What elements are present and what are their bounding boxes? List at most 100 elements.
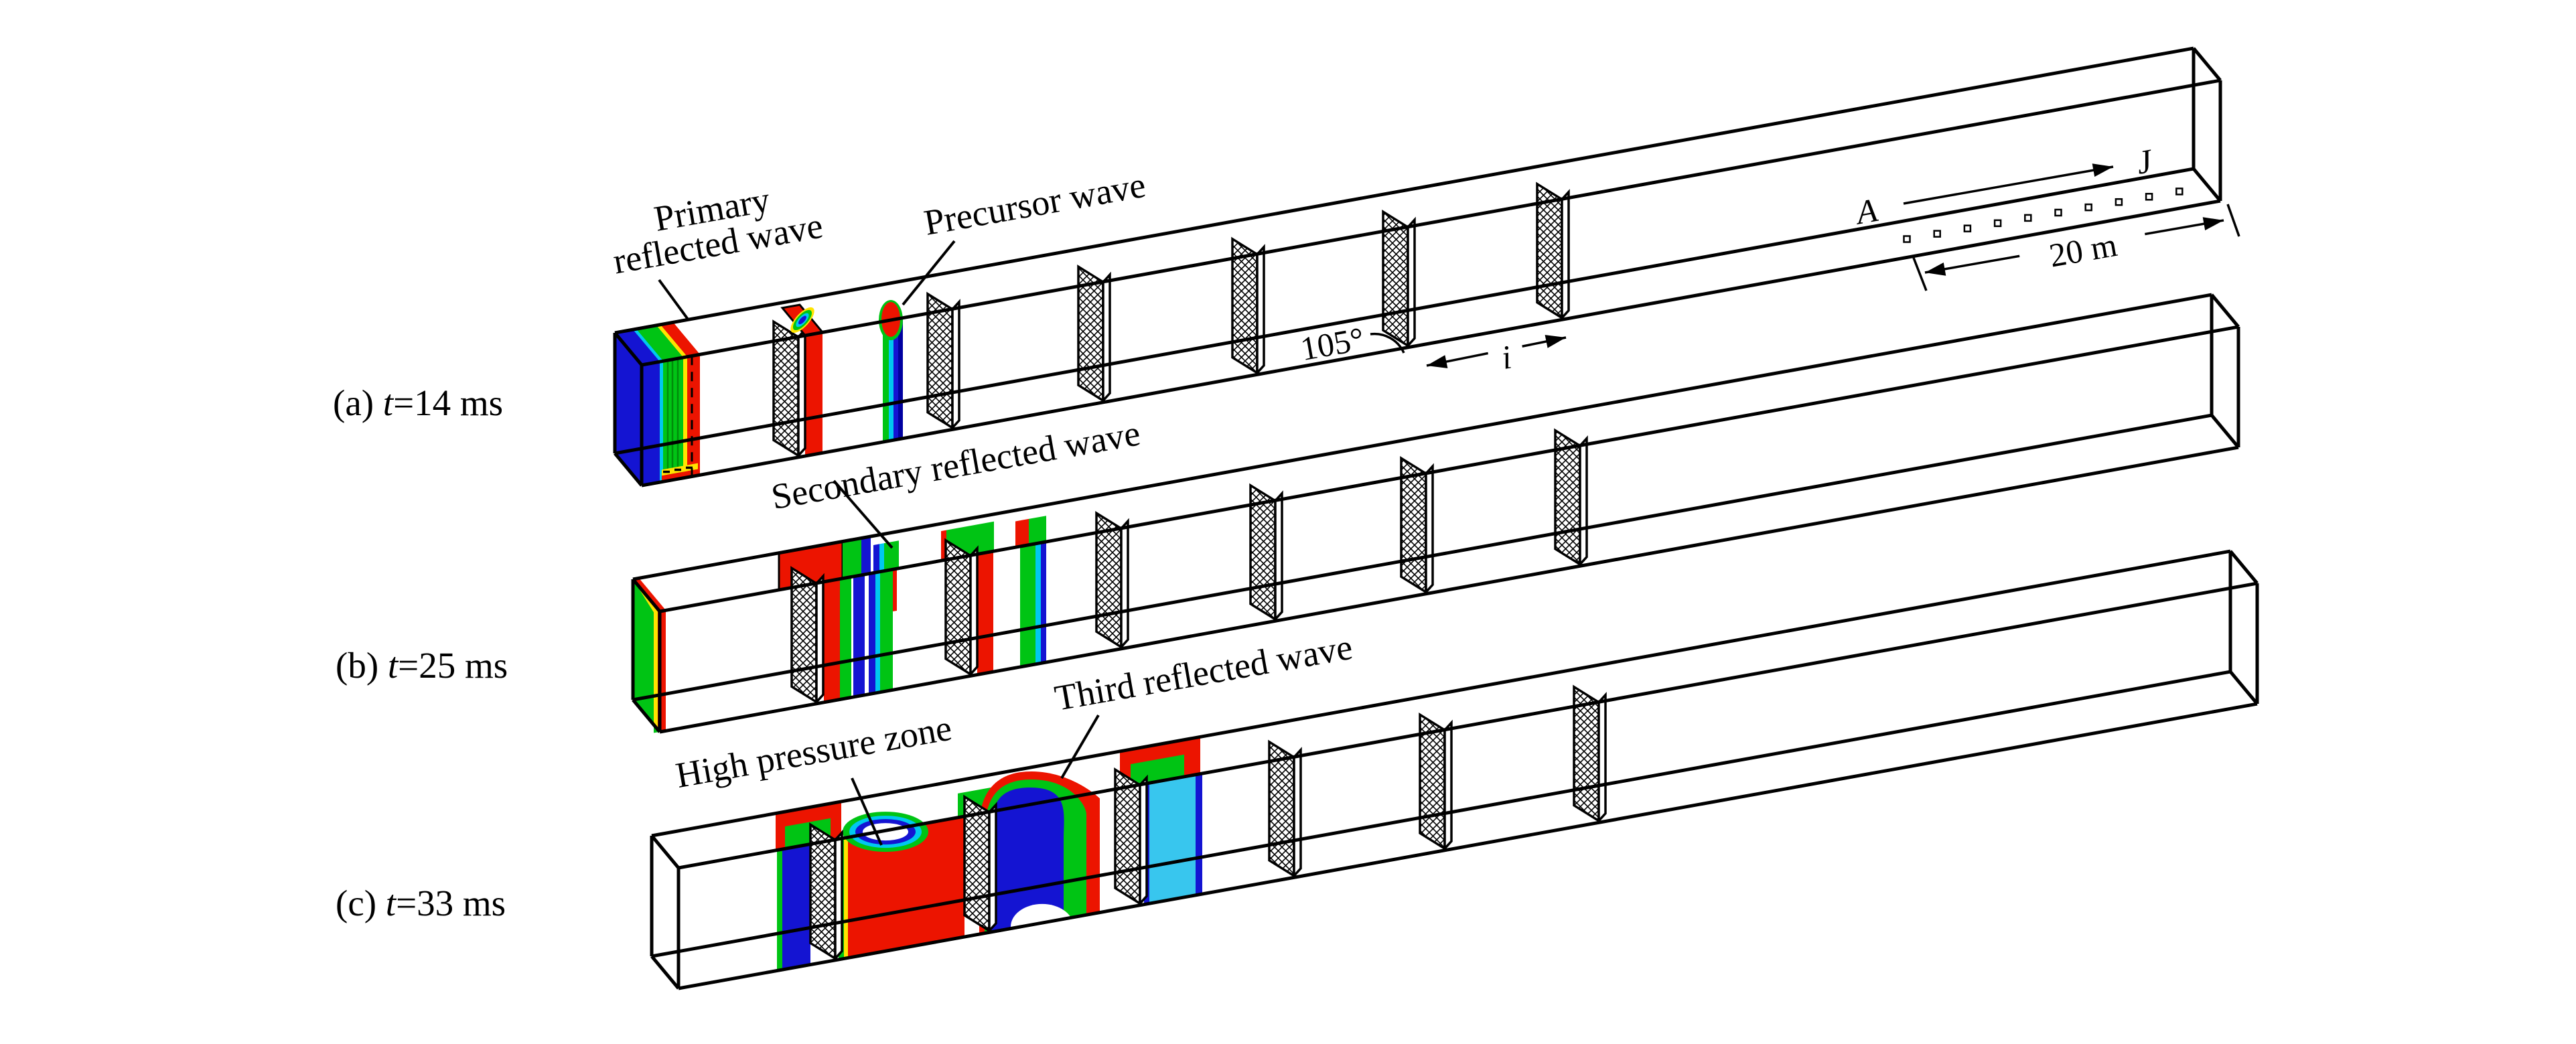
panel-caption-c: (c) t=33 ms <box>336 883 506 923</box>
right-top-diagonal <box>2210 293 2240 328</box>
right-top-diagonal <box>2192 47 2222 82</box>
contour-shape <box>1579 435 1588 568</box>
back-top-edge <box>632 293 2212 581</box>
contour-shape <box>873 544 879 573</box>
measurement-point <box>2145 193 2153 201</box>
contour-shape <box>1545 335 1566 348</box>
dimension-line <box>1903 165 2114 205</box>
contour-shape <box>884 540 899 571</box>
right-bottom-diagonal <box>2210 414 2240 449</box>
contour-shape <box>893 318 898 440</box>
leader-line <box>851 777 883 846</box>
contour-shape <box>797 326 806 459</box>
back-top-edge <box>651 549 2231 838</box>
contour-shape <box>1293 747 1302 879</box>
right-bottom-diagonal <box>2192 167 2222 202</box>
contour-shape <box>1139 774 1148 907</box>
duct-outline-b <box>631 293 2240 734</box>
back-bottom-edge <box>651 670 2231 958</box>
contour-shape <box>1425 463 1434 595</box>
back-top-edge <box>614 46 2194 335</box>
measurement-points <box>1903 188 2184 243</box>
duct-outline-a <box>613 46 2222 488</box>
contour-shape <box>853 574 865 697</box>
front-top-edge <box>659 325 2239 613</box>
contour-shape <box>824 579 840 702</box>
contour-shape <box>844 837 848 959</box>
right-top-diagonal <box>2229 550 2259 585</box>
point-j-label: J <box>2133 141 2156 181</box>
contour-shape <box>1561 189 1570 321</box>
measurement-point <box>2024 214 2032 222</box>
contour-shape <box>815 573 825 705</box>
contour-shape <box>1196 773 1202 895</box>
contour-shape <box>898 317 903 439</box>
contour-shape <box>2202 217 2224 230</box>
contour-shape <box>879 543 884 572</box>
leader-line <box>658 279 690 321</box>
leader-line <box>902 240 956 306</box>
front-top-edge <box>678 581 2258 870</box>
primary-reflected-wave-label-text: Primaryreflected wave <box>604 171 826 281</box>
contour-shape <box>883 320 889 442</box>
measurement-point <box>2175 188 2184 196</box>
contour-shape <box>782 844 810 970</box>
contour-shape <box>951 299 960 431</box>
third-reflected-wave-label-text: Third reflected wave <box>1052 627 1355 719</box>
measurement-point <box>2084 203 2092 212</box>
panel-caption-a: (a) t=14 ms <box>333 382 503 423</box>
contour-shape <box>1035 542 1041 664</box>
contour-shape <box>633 579 660 733</box>
contour-shape <box>1102 271 1111 404</box>
measurement-point <box>2115 198 2123 206</box>
contour-tick <box>686 466 693 469</box>
contour-shape <box>1149 774 1196 903</box>
front-bottom-edge <box>659 445 2239 734</box>
left-bottom-diagonal <box>614 452 643 487</box>
contour-shape <box>969 545 979 678</box>
contour-shape <box>861 536 871 575</box>
contour-shape <box>1274 490 1283 623</box>
contour-shape <box>1015 518 1029 547</box>
front-bottom-edge <box>678 702 2258 990</box>
span-20m-label: 20 m <box>2046 226 2120 275</box>
extension-tick <box>2226 204 2240 237</box>
contour-shape <box>777 848 782 971</box>
measurement-point <box>1933 230 1941 238</box>
left-top-diagonal <box>632 578 661 613</box>
contour-shape <box>1041 541 1046 664</box>
contour-shape <box>893 569 897 611</box>
label-mask <box>1486 338 1527 380</box>
measurement-point <box>1903 235 1911 243</box>
left-top-diagonal <box>650 834 680 869</box>
contour-shape <box>1029 516 1046 545</box>
contour-shape <box>2092 163 2113 177</box>
pressure-contours-b <box>633 516 1046 733</box>
duct-b <box>631 293 2240 734</box>
duct-outline-c <box>650 549 2259 990</box>
measurement-point <box>1963 224 1972 232</box>
contour-dome <box>991 788 1064 932</box>
contour-shape <box>1443 719 1453 852</box>
panel-caption-b: (b) t=25 ms <box>336 645 508 686</box>
contour-shape <box>869 572 875 694</box>
right-bottom-diagonal <box>2229 670 2259 705</box>
leader-line <box>1060 714 1100 779</box>
contour-ring <box>798 315 806 325</box>
ducts-layer <box>613 46 2259 990</box>
duct-c <box>650 549 2259 990</box>
a-to-j-arrow <box>1903 163 2114 205</box>
contour-tick <box>674 468 681 471</box>
angle-arc <box>1370 332 1405 354</box>
contour-shape <box>1120 518 1129 650</box>
point-a-label: A <box>1851 191 1880 232</box>
measurement-point <box>1993 219 2002 228</box>
secondary-reflected-wave-label: Secondary reflected wave <box>768 413 1143 549</box>
contour-shape <box>840 577 851 700</box>
contour-shape <box>875 571 880 693</box>
leader-line <box>833 479 893 549</box>
left-bottom-diagonal <box>632 698 661 733</box>
